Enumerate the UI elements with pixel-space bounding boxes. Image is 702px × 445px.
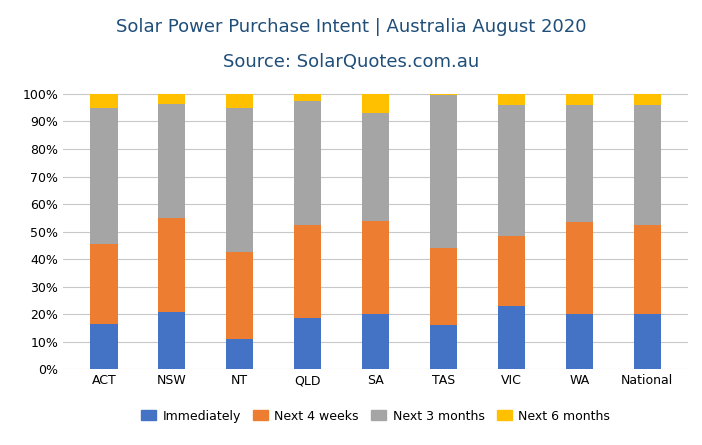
Bar [158, 218, 185, 312]
Bar [430, 95, 457, 248]
Bar [634, 105, 661, 225]
Bar [498, 94, 525, 105]
Bar [91, 324, 117, 369]
Bar [362, 221, 389, 314]
Bar [362, 113, 389, 221]
Bar [634, 314, 661, 369]
Bar [566, 105, 593, 222]
Bar [430, 325, 457, 369]
Bar [91, 244, 117, 324]
Bar [226, 108, 253, 252]
Bar [91, 94, 117, 108]
Bar [566, 94, 593, 105]
Bar [362, 314, 389, 369]
Bar [430, 94, 457, 95]
Bar [226, 339, 253, 369]
Bar [226, 252, 253, 339]
Bar [158, 104, 185, 218]
Bar [294, 318, 322, 369]
Bar [226, 94, 253, 108]
Bar [498, 236, 525, 306]
Bar [430, 248, 457, 325]
Bar [634, 94, 661, 105]
Bar [566, 314, 593, 369]
Bar [498, 105, 525, 236]
Bar [362, 94, 389, 113]
Bar [294, 225, 322, 318]
Text: Source: SolarQuotes.com.au: Source: SolarQuotes.com.au [223, 53, 479, 71]
Bar [158, 94, 185, 104]
Bar [91, 108, 117, 244]
Bar [294, 94, 322, 101]
Bar [158, 312, 185, 369]
Bar [634, 225, 661, 314]
Text: Solar Power Purchase Intent | Australia August 2020: Solar Power Purchase Intent | Australia … [116, 18, 586, 36]
Bar [498, 306, 525, 369]
Bar [294, 101, 322, 225]
Legend: Immediately, Next 4 weeks, Next 3 months, Next 6 months: Immediately, Next 4 weeks, Next 3 months… [136, 405, 615, 428]
Bar [566, 222, 593, 314]
